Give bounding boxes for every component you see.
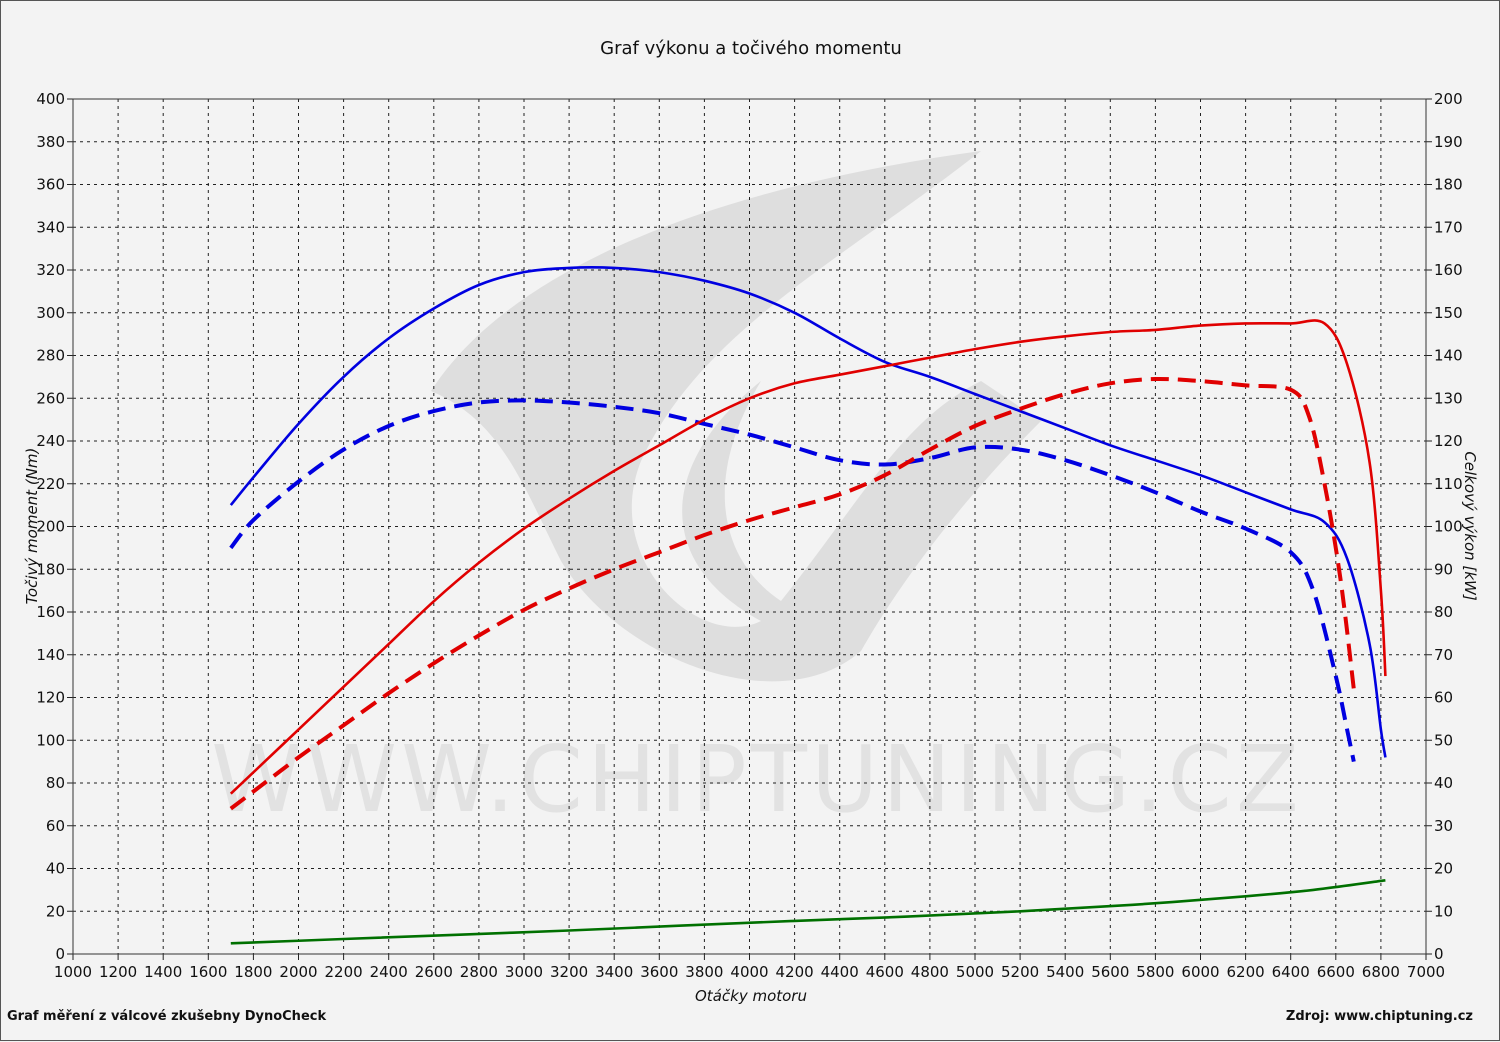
y-right-tick-label: 120 [1434, 432, 1463, 450]
x-tick-label: 5600 [1091, 963, 1129, 981]
y-left-tick-label: 220 [36, 475, 65, 493]
x-tick-label: 3400 [595, 963, 633, 981]
watermark-logo-shape [431, 151, 1041, 682]
y-left-tick-label: 200 [36, 518, 65, 536]
y-left-tick-label: 140 [36, 646, 65, 664]
x-tick-label: 6000 [1181, 963, 1219, 981]
y-right-tick-label: 30 [1434, 817, 1453, 835]
x-tick-label: 2600 [415, 963, 453, 981]
y-left-tick-label: 160 [36, 603, 65, 621]
y-left-tick-label: 380 [36, 133, 65, 151]
y-left-tick-label: 340 [36, 218, 65, 236]
x-tick-label: 1400 [144, 963, 182, 981]
x-tick-label: 3600 [640, 963, 678, 981]
y-right-tick-label: 50 [1434, 731, 1453, 749]
y-right-tick-label: 40 [1434, 774, 1453, 792]
y-left-tick-label: 20 [46, 902, 65, 920]
y-left-tick-label: 320 [36, 261, 65, 279]
x-tick-label: 5200 [1001, 963, 1039, 981]
x-tick-label: 2000 [279, 963, 317, 981]
y-right-tick-label: 150 [1434, 304, 1463, 322]
footer-source-left: Graf měření z válcové zkušebny DynoCheck [7, 1009, 326, 1024]
y-right-tick-label: 170 [1434, 218, 1463, 236]
series-line-3 [229, 376, 1356, 811]
watermark: WWW.CHIPTUNING.CZ [211, 151, 1303, 833]
y-right-tick-label: 100 [1434, 518, 1463, 536]
axes [67, 98, 1432, 960]
y-left-tick-label: 400 [36, 90, 65, 108]
y-right-tick-label: 130 [1434, 389, 1463, 407]
y-right-tick-label: 180 [1434, 176, 1463, 194]
y-right-tick-label: 0 [1434, 945, 1444, 963]
x-tick-label: 6800 [1362, 963, 1400, 981]
x-tick-label: 1200 [99, 963, 137, 981]
x-tick-label: 1000 [54, 963, 92, 981]
y-right-tick-label: 140 [1434, 347, 1463, 365]
y-right-axis-label: Celkový výkon [kW] [1461, 451, 1479, 601]
y-right-tick-label: 60 [1434, 689, 1453, 707]
plot-area-border [72, 98, 1427, 955]
x-tick-label: 4000 [730, 963, 768, 981]
y-right-tick-label: 200 [1434, 90, 1463, 108]
y-right-tick-label: 70 [1434, 646, 1453, 664]
x-tick-label: 2200 [325, 963, 363, 981]
y-left-axis-label: Točivý moment (Nm) [23, 448, 41, 605]
series-line-1 [229, 398, 1356, 763]
y-left-tick-label: 260 [36, 389, 65, 407]
x-tick-label: 6400 [1272, 963, 1310, 981]
series-lines [229, 266, 1387, 945]
y-left-tick-label: 280 [36, 347, 65, 365]
x-tick-labels: 1000 1200 1400 1600 1800 2000 2200 2400 2600 2800… [54, 963, 1445, 981]
x-tick-label: 1600 [189, 963, 227, 981]
y-left-tick-label: 0 [55, 945, 65, 963]
y-right-tick-labels: 0 10 20 30 40 50 60 70 80 90 100 110 120 130 140 150 160… [1434, 90, 1463, 963]
y-left-tick-label: 300 [36, 304, 65, 322]
x-tick-label: 5400 [1046, 963, 1084, 981]
y-right-tick-label: 110 [1434, 475, 1463, 493]
y-left-tick-label: 180 [36, 560, 65, 578]
x-tick-label: 3000 [505, 963, 543, 981]
x-tick-label: 4200 [776, 963, 814, 981]
y-left-tick-label: 120 [36, 689, 65, 707]
series-line-4 [230, 879, 1386, 945]
x-tick-label: 4400 [821, 963, 859, 981]
y-right-tick-label: 20 [1434, 860, 1453, 878]
y-left-tick-label: 240 [36, 432, 65, 450]
x-tick-label: 6200 [1227, 963, 1265, 981]
y-right-tick-label: 80 [1434, 603, 1453, 621]
watermark-text: WWW.CHIPTUNING.CZ [211, 726, 1303, 833]
x-tick-label: 5800 [1136, 963, 1174, 981]
x-axis-label: Otáčky motoru [695, 987, 807, 1005]
y-left-tick-label: 80 [46, 774, 65, 792]
x-tick-label: 3800 [685, 963, 723, 981]
x-tick-label: 5000 [956, 963, 994, 981]
x-tick-label: 2400 [370, 963, 408, 981]
x-tick-label: 3200 [550, 963, 588, 981]
footer-source-right: Zdroj: www.chiptuning.cz [1286, 1009, 1473, 1024]
y-left-tick-label: 100 [36, 731, 65, 749]
y-right-tick-label: 160 [1434, 261, 1463, 279]
series-line-0 [229, 266, 1387, 758]
x-tick-label: 6600 [1317, 963, 1355, 981]
x-tick-label: 4800 [911, 963, 949, 981]
y-left-tick-label: 40 [46, 860, 65, 878]
chart-title: Graf výkonu a točivého momentu [600, 38, 902, 59]
y-left-tick-label: 60 [46, 817, 65, 835]
y-left-tick-labels: 0 20 40 60 80 100 120 140 160 180 200 220 240 260 280 3… [36, 90, 65, 963]
x-tick-label: 7000 [1407, 963, 1445, 981]
x-tick-label: 2800 [460, 963, 498, 981]
x-tick-label: 4600 [866, 963, 904, 981]
y-left-tick-label: 360 [36, 176, 65, 194]
y-right-tick-label: 90 [1434, 560, 1453, 578]
y-right-tick-label: 190 [1434, 133, 1463, 151]
series-line-2 [229, 319, 1387, 795]
y-right-tick-label: 10 [1434, 902, 1453, 920]
grid [73, 99, 1426, 954]
x-tick-label: 1800 [234, 963, 272, 981]
